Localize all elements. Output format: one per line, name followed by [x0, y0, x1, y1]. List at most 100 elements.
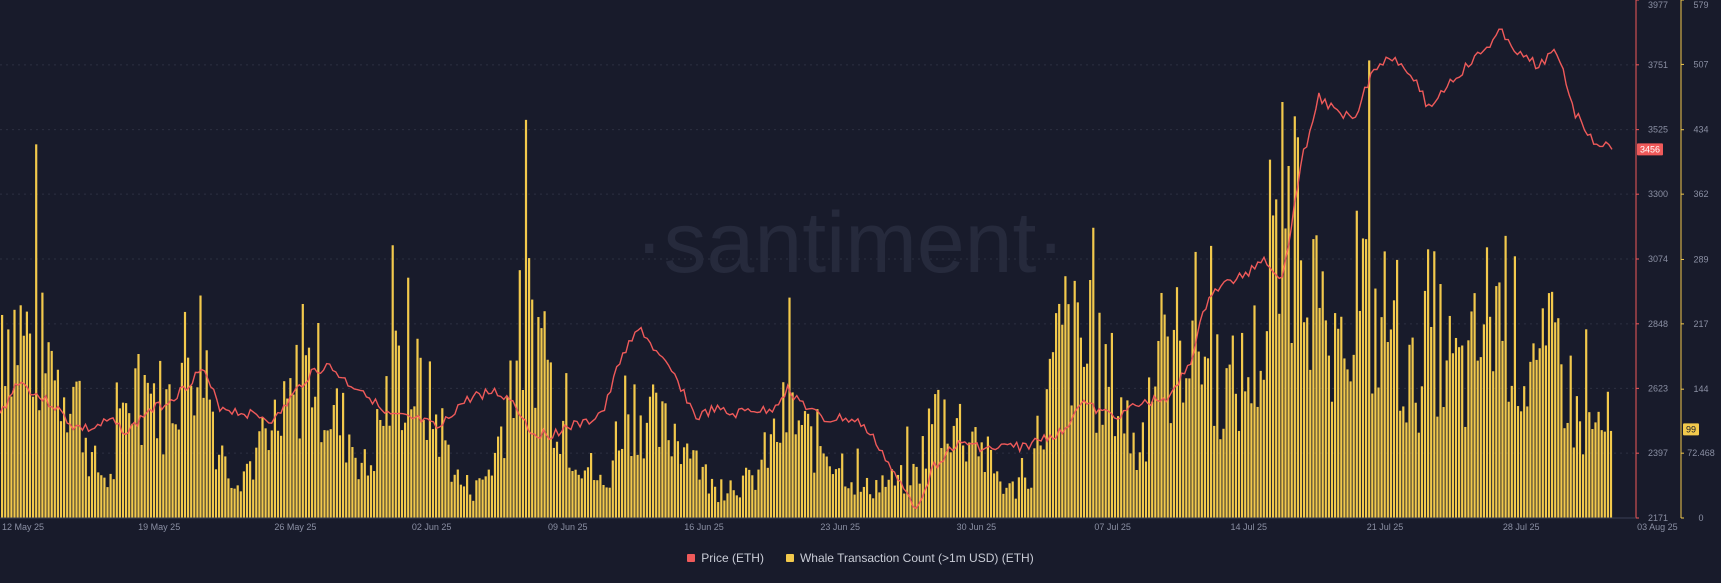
whale-bar	[1476, 360, 1479, 518]
whale-bar	[977, 456, 980, 518]
whale-bar	[1076, 302, 1079, 518]
whale-bar	[459, 484, 462, 518]
whale-bar	[1222, 428, 1225, 518]
whale-bar	[1544, 345, 1547, 518]
whale-bar	[75, 381, 78, 518]
whale-bar	[1442, 407, 1445, 518]
whale-bar	[642, 458, 645, 518]
whale-bar	[118, 408, 121, 518]
whale-bar	[400, 430, 404, 518]
whale-bar	[512, 418, 515, 518]
whale-bar	[1557, 318, 1560, 518]
whale-bar	[1386, 342, 1389, 518]
whale-bar	[1371, 393, 1374, 518]
whale-bar	[1433, 251, 1436, 518]
whale-bar	[10, 396, 13, 518]
whale-bar	[782, 382, 785, 518]
price-tick-label: 3074	[1648, 254, 1668, 264]
whale-bar	[1120, 397, 1123, 518]
whale-bar	[1045, 389, 1048, 518]
whale-bar	[754, 489, 757, 518]
whale-bar	[1216, 334, 1219, 518]
whale-bar	[78, 380, 81, 518]
whale-bar	[580, 478, 583, 518]
whale-bar	[645, 422, 648, 518]
whale-bar	[875, 480, 878, 518]
whale-bar	[723, 500, 726, 518]
whale-bar	[1482, 324, 1485, 518]
whale-bar	[425, 439, 428, 518]
whale-bar	[1160, 292, 1163, 518]
whale-bar	[431, 429, 435, 518]
whale-bar	[1241, 332, 1244, 518]
whale-bar	[1086, 363, 1089, 518]
whale-bar	[1210, 245, 1213, 519]
whale-bar	[1439, 284, 1442, 518]
whale-bar	[202, 397, 205, 518]
whale-bar	[1275, 199, 1278, 518]
whale-bar	[97, 472, 100, 518]
whale-bar	[1547, 293, 1551, 518]
whale-bar	[611, 460, 614, 518]
whale-bar	[807, 413, 810, 518]
whale-bar	[590, 453, 593, 518]
whale-bar	[493, 452, 497, 518]
current-whale-badge	[1683, 423, 1699, 436]
whale-bar	[1380, 317, 1383, 518]
whale-bar	[1600, 430, 1603, 518]
current-whale-label: 99	[1686, 424, 1696, 434]
whale-bar	[121, 402, 125, 518]
whale-bar	[224, 456, 227, 518]
whale-bar	[1479, 357, 1482, 518]
whale-bar	[822, 453, 825, 518]
whale-bar	[462, 486, 466, 518]
whale-bar	[1231, 335, 1234, 518]
whale-bar	[1417, 432, 1420, 518]
whale-bar	[844, 486, 847, 518]
whale-bar	[1123, 433, 1126, 518]
whale-bar	[1541, 308, 1544, 518]
whale-bar	[1358, 310, 1361, 518]
whale-bar	[1566, 422, 1569, 518]
whale-bar	[958, 403, 962, 518]
whale-axis-ticks: 579 507 434 362 289 217 144 72.468 0	[1681, 0, 1715, 523]
whale-bar	[1445, 360, 1448, 518]
whale-bar	[847, 488, 850, 518]
whale-bar	[841, 453, 844, 518]
whale-bar	[1253, 305, 1256, 518]
whale-bar	[602, 484, 605, 518]
whale-bar	[856, 448, 859, 518]
whale-bar	[360, 462, 363, 518]
whale-bar	[19, 305, 22, 518]
whale-bar	[221, 445, 224, 518]
whale-bar	[1079, 337, 1082, 518]
whale-bar	[1092, 227, 1095, 519]
whale-bar	[382, 425, 385, 518]
whale-bar	[441, 408, 444, 518]
whale-bar	[276, 430, 280, 518]
legend-item-price[interactable]: Price (ETH)	[687, 551, 764, 565]
whale-bar	[1169, 423, 1172, 518]
whale-bar	[1107, 386, 1110, 518]
whale-bar	[993, 473, 996, 518]
whale-bar	[921, 436, 924, 518]
whale-bar	[472, 500, 475, 518]
whale-bar	[314, 396, 317, 518]
whale-bar	[44, 373, 47, 518]
whale-bar	[301, 303, 304, 518]
legend-item-whale[interactable]: Whale Transaction Count (>1m USD) (ETH)	[785, 551, 1034, 565]
whale-bar	[407, 277, 410, 518]
whale-bar	[518, 270, 521, 518]
whale-bar	[1470, 311, 1473, 518]
price-line	[0, 28, 1613, 510]
whale-bar	[1082, 366, 1086, 518]
whale-bar	[1495, 286, 1498, 518]
legend-swatch-price	[687, 554, 696, 562]
whale-bar	[323, 430, 326, 518]
whale-bar	[388, 425, 391, 518]
whale-bar	[903, 493, 906, 518]
whale-bar	[1157, 340, 1160, 518]
whale-bar	[745, 467, 748, 518]
whale-bar	[1154, 386, 1157, 518]
whale-bar	[230, 487, 233, 518]
